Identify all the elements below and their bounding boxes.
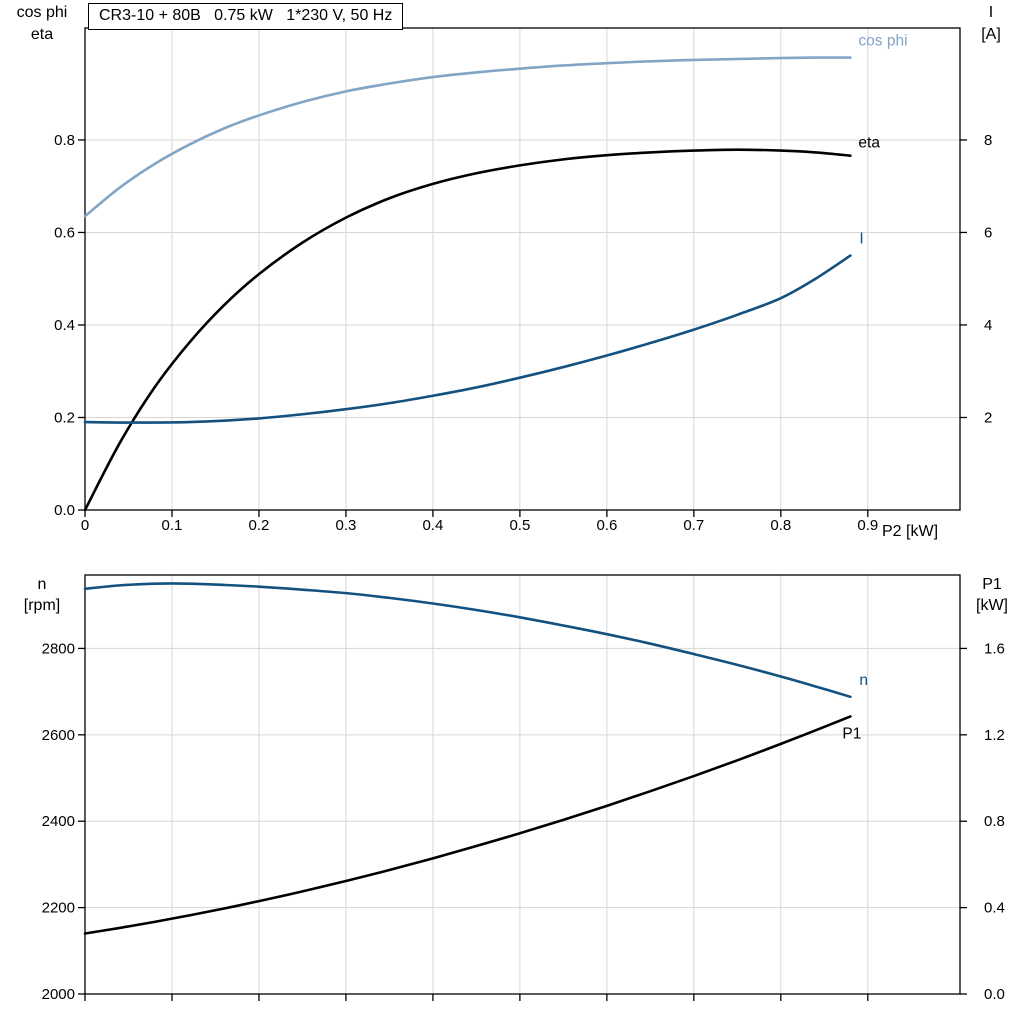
right-tick-label: 1.2 bbox=[984, 727, 1005, 744]
right-axis-title: [A] bbox=[981, 26, 1001, 43]
left-tick-label: 0.4 bbox=[54, 317, 75, 334]
grid-lines bbox=[85, 28, 960, 510]
axis-ticks bbox=[78, 139, 967, 517]
series-label-cos-phi: cos phi bbox=[858, 33, 907, 50]
series-label-n: n bbox=[859, 672, 868, 689]
left-axis-title: [rpm] bbox=[24, 597, 60, 614]
right-tick-label: 0.8 bbox=[984, 813, 1005, 830]
left-axis-title: cos phi bbox=[17, 4, 68, 21]
left-tick-label: 2400 bbox=[42, 813, 75, 830]
right-axis-title: P1 bbox=[982, 576, 1002, 593]
x-tick-label: 0.8 bbox=[770, 517, 791, 534]
left-tick-label: 2000 bbox=[42, 986, 75, 1003]
left-tick-label: 0.2 bbox=[54, 409, 75, 426]
axis-titles: n [rpm] P1 [kW] bbox=[24, 576, 1008, 614]
right-tick-label: 6 bbox=[984, 224, 992, 241]
axis-tick-labels: 2000 2200 2400 2600 2800 0.0 0.4 0.8 1.2 1.6 bbox=[42, 640, 1005, 1003]
chart-title-box: CR3-10 + 80B 0.75 kW 1*230 V, 50 Hz bbox=[88, 3, 404, 30]
right-tick-label: 0.4 bbox=[984, 900, 1005, 917]
series-label-i: I bbox=[859, 231, 863, 248]
series-path-eta bbox=[83, 148, 852, 512]
right-tick-label: 8 bbox=[984, 132, 992, 149]
grid-lines bbox=[85, 575, 960, 994]
x-axis-title: P2 [kW] bbox=[882, 523, 938, 540]
x-tick-label: 0.9 bbox=[857, 517, 878, 534]
series-label-eta: eta bbox=[858, 135, 880, 152]
x-tick-label: 0.5 bbox=[509, 517, 530, 534]
x-tick-label: 0.4 bbox=[422, 517, 443, 534]
axis-titles: cos phi eta I [A] P2 [kW] bbox=[17, 4, 1001, 540]
left-tick-label: 2600 bbox=[42, 727, 75, 744]
x-tick-label: 0.2 bbox=[249, 517, 270, 534]
series-path-cos-phi bbox=[83, 56, 852, 218]
right-tick-label: 1.6 bbox=[984, 640, 1005, 657]
x-tick-label: 0.1 bbox=[162, 517, 183, 534]
right-axis-title: I bbox=[989, 4, 993, 21]
axis-tick-labels: 0 0.1 0.2 0.3 0.4 0.5 0.6 0.7 0.8 0.9 0.0 0.2 0.4 0.6… bbox=[54, 132, 992, 534]
left-tick-label: 2200 bbox=[42, 900, 75, 917]
plot-border bbox=[84, 574, 961, 995]
right-axis-title: [kW] bbox=[976, 597, 1008, 614]
chart-1: 2000 2200 2400 2600 2800 0.0 0.4 0.8 1.2 1.6 n [rpm… bbox=[24, 574, 1008, 1003]
right-tick-label: 2 bbox=[984, 409, 992, 426]
x-tick-label: 0 bbox=[81, 517, 89, 534]
series-path-p1 bbox=[83, 715, 852, 935]
x-tick-label: 0.3 bbox=[336, 517, 357, 534]
left-tick-label: 0.6 bbox=[54, 224, 75, 241]
plot-border bbox=[84, 27, 961, 511]
series-path-i bbox=[83, 254, 852, 424]
axis-ticks bbox=[78, 647, 967, 1001]
series-label-p1: P1 bbox=[842, 725, 861, 742]
x-tick-label: 0.6 bbox=[596, 517, 617, 534]
series-path-n bbox=[83, 582, 852, 699]
left-tick-label: 2800 bbox=[42, 640, 75, 657]
left-tick-label: 0.8 bbox=[54, 132, 75, 149]
left-tick-label: 0.0 bbox=[54, 502, 75, 519]
right-tick-label: 4 bbox=[984, 317, 992, 334]
right-tick-label: 0.0 bbox=[984, 986, 1005, 1003]
left-axis-title: n bbox=[38, 576, 47, 593]
left-axis-title: eta bbox=[31, 26, 53, 43]
chart-0: 0 0.1 0.2 0.3 0.4 0.5 0.6 0.7 0.8 0.9 0.0 0.2 0.4 0.6… bbox=[17, 4, 1001, 540]
x-tick-label: 0.7 bbox=[683, 517, 704, 534]
